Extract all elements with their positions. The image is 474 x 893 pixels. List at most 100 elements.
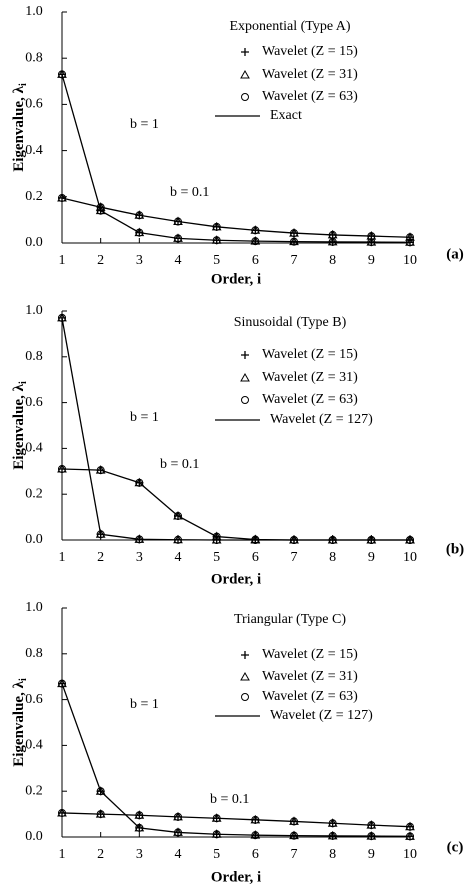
y-axis-label-main: Eigenvalue, λ [11, 680, 27, 766]
legend-marker [241, 651, 249, 659]
legend-marker [240, 69, 250, 79]
curve-label: b = 0.1 [160, 457, 199, 472]
x-tick-label: 10 [403, 550, 417, 565]
legend-marker [241, 93, 249, 101]
y-axis-label: Eigenvalue, λi [11, 381, 29, 470]
legend-title: Triangular (Type C) [234, 612, 346, 627]
x-tick-label: 9 [368, 253, 375, 268]
x-tick-label: 10 [403, 253, 417, 268]
curve [61, 812, 411, 828]
curve [61, 683, 411, 837]
curve-label: b = 1 [130, 117, 159, 132]
legend-title: Sinusoidal (Type B) [234, 315, 347, 330]
y-tick-label: 0.0 [25, 235, 43, 250]
y-tick-label: 0.8 [25, 349, 43, 364]
x-axis-label: Order, i [211, 571, 261, 587]
x-tick-label: 2 [97, 253, 104, 268]
curve-label: b = 1 [130, 410, 159, 425]
curve [61, 74, 411, 243]
legend-label: Exact [270, 108, 302, 123]
curve-label: b = 1 [130, 697, 159, 712]
x-tick-label: 9 [368, 847, 375, 862]
x-tick-label: 3 [136, 550, 143, 565]
point [58, 679, 66, 688]
point [174, 511, 182, 520]
point [96, 787, 105, 796]
legend-marker [241, 48, 249, 56]
y-tick-label: 1.0 [25, 303, 43, 318]
x-axis-label: Order, i [211, 271, 261, 287]
y-tick-label: 1.0 [25, 4, 43, 19]
x-axis-label: Order, i [211, 869, 261, 885]
y-tick-label: 0.2 [25, 486, 43, 501]
y-tick-label: 0.8 [25, 646, 43, 661]
y-tick-label: 0.0 [25, 829, 43, 844]
y-tick-label: 0.6 [25, 692, 43, 707]
y-axis-label-sub: i [18, 678, 29, 681]
x-tick-label: 3 [136, 847, 143, 862]
legend-label: Wavelet (Z = 31) [262, 370, 358, 385]
x-tick-label: 3 [136, 253, 143, 268]
point [58, 70, 66, 79]
legend-marker [241, 351, 249, 359]
x-tick-label: 8 [329, 550, 336, 565]
x-tick-label: 7 [291, 550, 298, 565]
point [58, 193, 66, 202]
y-tick-label: 1.0 [25, 600, 43, 615]
legend-marker [240, 671, 250, 681]
y-tick-label: 0.6 [25, 395, 43, 410]
curve-label: b = 0.1 [210, 792, 249, 807]
point [135, 478, 144, 487]
panel-label: (c) [447, 839, 464, 855]
y-tick-label: 0.0 [25, 532, 43, 547]
legend-label: Wavelet (Z = 31) [262, 669, 358, 684]
legend-label: Wavelet (Z = 127) [270, 708, 373, 723]
legend-marker [241, 693, 249, 701]
y-tick-label: 0.2 [25, 783, 43, 798]
x-tick-label: 6 [252, 253, 259, 268]
curve-label: b = 0.1 [170, 185, 209, 200]
x-tick-label: 8 [329, 253, 336, 268]
x-tick-label: 2 [97, 550, 104, 565]
x-tick-label: 4 [175, 550, 182, 565]
y-axis-label-sub: i [18, 83, 29, 86]
y-tick-label: 0.6 [25, 97, 43, 112]
y-axis-label-sub: i [18, 381, 29, 384]
curve [61, 197, 411, 238]
x-tick-label: 5 [213, 253, 220, 268]
y-tick-label: 0.2 [25, 189, 43, 204]
y-axis-label: Eigenvalue, λi [11, 678, 29, 767]
x-tick-label: 5 [213, 550, 220, 565]
legend-label: Wavelet (Z = 127) [270, 412, 373, 427]
x-tick-label: 10 [403, 847, 417, 862]
x-tick-label: 6 [252, 847, 259, 862]
x-tick-label: 1 [59, 847, 66, 862]
y-tick-label: 0.8 [25, 50, 43, 65]
legend-label: Wavelet (Z = 15) [262, 347, 358, 362]
panel-label: (a) [446, 246, 464, 262]
legend-marker [241, 396, 249, 404]
legend-marker [240, 372, 250, 382]
x-tick-label: 8 [329, 847, 336, 862]
x-tick-label: 2 [97, 847, 104, 862]
x-tick-label: 7 [291, 847, 298, 862]
x-tick-label: 9 [368, 550, 375, 565]
x-tick-label: 5 [213, 847, 220, 862]
panel-label: (b) [446, 541, 464, 557]
x-tick-label: 1 [59, 253, 66, 268]
y-tick-label: 0.4 [25, 143, 43, 158]
y-axis-label-main: Eigenvalue, λ [11, 383, 27, 469]
y-tick-label: 0.4 [25, 441, 43, 456]
x-tick-label: 7 [291, 253, 298, 268]
curve [61, 317, 410, 541]
legend-title: Exponential (Type A) [229, 19, 350, 34]
x-tick-label: 4 [175, 253, 182, 268]
y-axis-label-main: Eigenvalue, λ [11, 85, 27, 171]
y-tick-label: 0.4 [25, 738, 43, 753]
legend-label: Wavelet (Z = 63) [262, 89, 358, 104]
legend-label: Wavelet (Z = 63) [262, 392, 358, 407]
legend-label: Wavelet (Z = 31) [262, 67, 358, 82]
x-tick-label: 1 [59, 550, 66, 565]
legend-label: Wavelet (Z = 15) [262, 647, 358, 662]
